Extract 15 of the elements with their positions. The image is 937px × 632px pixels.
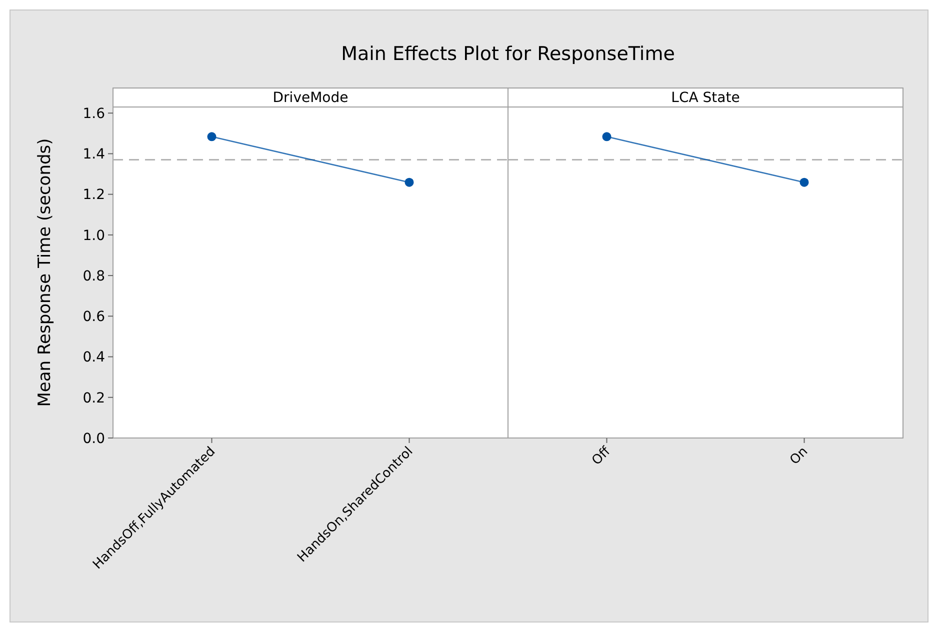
y-tick-label: 0.0	[82, 430, 105, 447]
chart-subtitle: DriveMode	[272, 90, 348, 106]
y-tick-label: 0.2	[82, 390, 105, 406]
x-tick-label: On	[787, 444, 812, 468]
y-tick-label: 1.2	[82, 187, 105, 204]
chart-subtitle: LCA State	[671, 90, 740, 106]
chart-title: Main Effects Plot for ResponseTime	[341, 43, 675, 65]
y-tick-label: 1.4	[82, 146, 106, 163]
x-tick-label: Off	[589, 443, 614, 468]
y-tick-label: 0.6	[82, 309, 106, 326]
y-tick-label: 1.0	[82, 228, 105, 244]
y-tick-label: 0.4	[82, 350, 106, 366]
y-tick-label: 0.8	[82, 268, 105, 284]
y-axis-title: Mean Response Time (seconds)	[35, 138, 55, 407]
y-tick-label: 1.6	[82, 106, 106, 122]
